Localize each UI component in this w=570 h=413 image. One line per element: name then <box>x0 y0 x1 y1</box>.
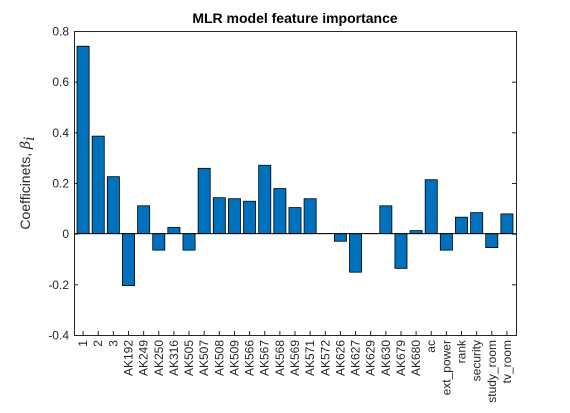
y-axis-label: Coefficinets, βi <box>17 136 38 229</box>
y-tick-label: -0.2 <box>48 278 69 292</box>
x-tick-label: 3 <box>106 340 120 347</box>
bar-AK192 <box>122 233 135 287</box>
bar-AK626 <box>333 233 347 242</box>
bar-AK630 <box>379 205 393 235</box>
x-tick-label: AK629 <box>364 340 378 376</box>
bar-AK249 <box>137 205 151 235</box>
bar-AK569 <box>288 207 302 235</box>
bar-ext_power <box>439 233 453 251</box>
x-tick-label: AK505 <box>182 340 196 376</box>
x-tick-label: AK572 <box>318 340 332 376</box>
x-tick-label: ext_power <box>439 340 453 395</box>
x-axis: 1 2 3 AK192 AK249 AK250 AK316 AK505 AK507 AK508 AK… <box>76 331 514 403</box>
y-axis: -0.4 -0.2 0 0.2 0.4 0.6 0.8 <box>48 25 516 343</box>
bar-AK250 <box>152 233 166 251</box>
x-tick-label: study_room <box>485 340 499 403</box>
y-tick-label: 0.6 <box>52 75 69 89</box>
y-axis-label-text: Coefficinets, <box>17 149 33 230</box>
y-tick-label: 0.4 <box>52 126 69 140</box>
x-tick-label: AK627 <box>349 340 363 376</box>
y-axis-label-subscript: i <box>22 136 38 140</box>
x-tick-label: AK568 <box>273 340 287 376</box>
bar-tv_room <box>500 213 514 235</box>
x-tick-label: rank <box>455 339 469 363</box>
x-tick-label: 2 <box>91 340 105 347</box>
bar-1 <box>76 45 90 235</box>
x-tick-label: AK192 <box>121 340 135 376</box>
x-tick-label: AK509 <box>227 340 241 376</box>
bar-study_room <box>485 233 499 249</box>
bar-AK507 <box>197 167 211 235</box>
y-tick-label: 0.8 <box>52 25 69 39</box>
y-tick-label: 0.2 <box>52 177 69 191</box>
bar-AK509 <box>227 198 241 235</box>
x-tick-label: AK316 <box>167 340 181 376</box>
x-tick-label: 1 <box>76 340 90 347</box>
x-tick-label: AK626 <box>333 340 347 376</box>
x-tick-label: security <box>470 340 484 381</box>
bar-AK566 <box>243 200 257 235</box>
bar-AK627 <box>349 233 363 273</box>
x-tick-label: tv_room <box>500 340 514 383</box>
x-tick-label: AK630 <box>379 340 393 376</box>
x-tick-label: AK567 <box>258 340 272 376</box>
x-tick-label: AK569 <box>288 340 302 376</box>
bar-AK567 <box>258 164 272 235</box>
chart-title: MLR model feature importance <box>192 10 398 26</box>
plot-area <box>74 31 516 335</box>
bar-AK505 <box>182 233 196 251</box>
x-tick-label: AK507 <box>197 340 211 376</box>
bar-AK568 <box>273 188 287 235</box>
bars-group <box>76 45 514 287</box>
bar-rank <box>455 216 468 235</box>
x-tick-label: AK250 <box>152 340 166 376</box>
bar-AK508 <box>212 197 226 235</box>
y-tick-label: 0 <box>62 227 69 241</box>
bar-3 <box>106 176 120 235</box>
y-axis-label-symbol: β <box>18 141 34 150</box>
x-tick-label: AK679 <box>394 340 408 376</box>
bar-2 <box>91 135 105 235</box>
bar-ac <box>424 179 438 235</box>
bar-AK679 <box>394 233 408 269</box>
x-tick-label: AK566 <box>243 340 257 376</box>
bar-AK316 <box>167 226 181 235</box>
x-tick-label: ac <box>424 340 438 353</box>
y-tick-label: -0.4 <box>48 329 69 343</box>
x-tick-label: AK571 <box>303 340 317 376</box>
x-tick-label: AK680 <box>409 340 423 376</box>
x-tick-label: AK249 <box>137 340 151 376</box>
bar-security <box>470 212 484 235</box>
bar-AK571 <box>303 198 317 235</box>
x-tick-label: AK508 <box>212 340 226 376</box>
